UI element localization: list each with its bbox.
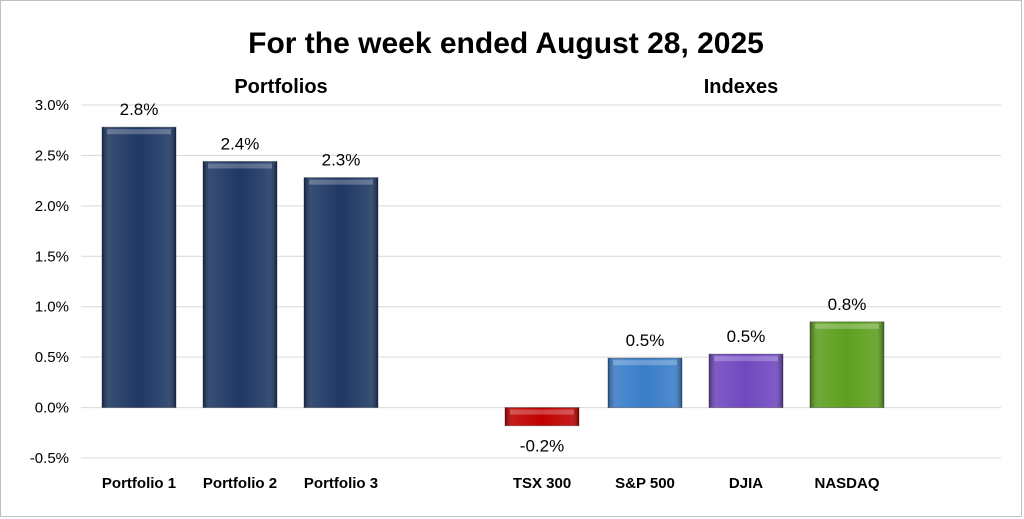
y-tick-label: 0.0%	[35, 400, 69, 417]
bar-shading	[709, 354, 783, 408]
group-title-indexes: Indexes	[704, 76, 778, 98]
data-label: -0.2%	[520, 437, 564, 456]
data-label: 2.3%	[322, 151, 361, 170]
y-tick-label: 2.0%	[35, 198, 69, 215]
category-label: Portfolio 1	[102, 475, 176, 492]
bar-highlight	[309, 179, 373, 185]
bar-highlight	[208, 163, 272, 169]
category-label: DJIA	[729, 475, 763, 492]
bar-highlight	[714, 356, 778, 362]
category-label: TSX 300	[513, 475, 571, 492]
data-label: 0.5%	[727, 327, 766, 346]
bar-highlight	[510, 409, 574, 415]
data-label: 0.8%	[828, 295, 867, 314]
category-label: Portfolio 3	[304, 475, 378, 492]
y-tick-label: 1.0%	[35, 299, 69, 316]
bar-shading	[304, 177, 378, 408]
y-tick-label: 0.5%	[35, 349, 69, 366]
bar-highlight	[815, 323, 879, 329]
bar-highlight	[613, 360, 677, 366]
y-tick-label: 2.5%	[35, 147, 69, 164]
bar-shading	[505, 407, 579, 426]
bar-shading	[810, 321, 884, 408]
bar-shading	[203, 161, 277, 408]
y-tick-label: 1.5%	[35, 248, 69, 265]
data-label: 0.5%	[626, 331, 665, 350]
chart-title: For the week ended August 28, 2025	[248, 27, 764, 60]
data-label: 2.8%	[120, 100, 159, 119]
data-label: 2.4%	[221, 134, 260, 153]
bar-highlight	[107, 129, 171, 135]
y-tick-label: -0.5%	[30, 450, 69, 467]
category-label: S&P 500	[615, 475, 675, 492]
group-title-portfolios: Portfolios	[234, 76, 327, 98]
y-tick-label: 3.0%	[35, 97, 69, 114]
bar-shading	[608, 358, 682, 408]
category-label: Portfolio 2	[203, 475, 277, 492]
category-label: NASDAQ	[814, 475, 879, 492]
bar-shading	[102, 127, 176, 408]
